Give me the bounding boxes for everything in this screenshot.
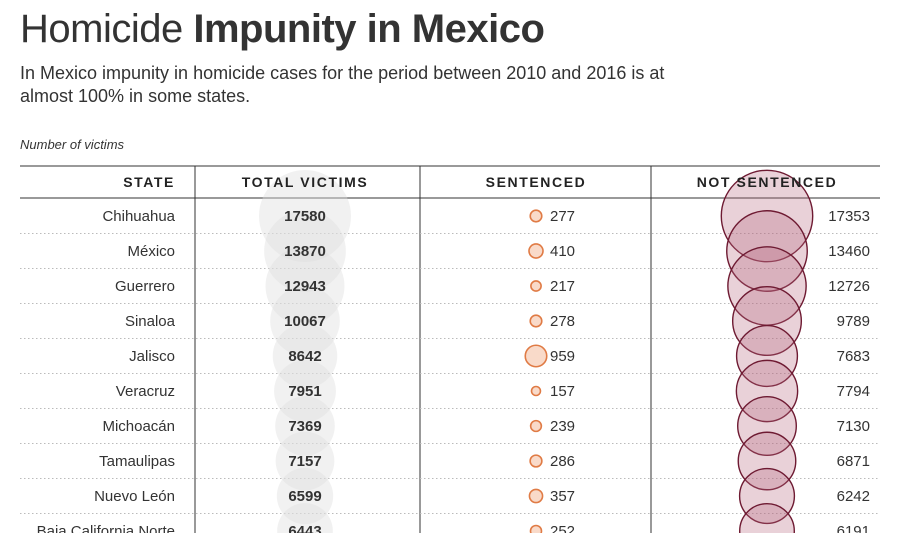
total-value: 6599: [288, 488, 321, 505]
state-label: Sinaloa: [125, 313, 176, 330]
sentenced-value: 277: [550, 208, 575, 225]
subtitle: In Mexico impunity in homicide cases for…: [20, 63, 665, 106]
total-value: 10067: [284, 313, 326, 330]
not-sentenced-value: 6871: [837, 453, 870, 470]
not-sentenced-bubble: [737, 431, 797, 491]
not-sentenced-bubble: [738, 467, 796, 525]
sentenced-value: 959: [550, 348, 575, 365]
not-sentenced-value: 7794: [837, 383, 870, 400]
total-victims-bubbles: [259, 170, 351, 533]
sentenced-value: 157: [550, 383, 575, 400]
total-bubble: [272, 323, 338, 389]
not-sentenced-value: 13460: [828, 243, 870, 260]
total-bubble: [275, 431, 335, 491]
sentenced-bubble: [529, 454, 543, 468]
table-values: Chihuahua 17580 277 17353 México 13870 410 1346…: [37, 208, 870, 533]
state-label: Baja California Norte: [37, 523, 175, 533]
total-value: 7157: [288, 453, 321, 470]
not-sentenced-value: 7130: [837, 418, 870, 435]
column-header-4: NOT SENTENCED: [697, 174, 838, 190]
column-header-1: STATE: [123, 174, 175, 190]
sentenced-value: 239: [550, 418, 575, 435]
total-value: 7951: [288, 383, 321, 400]
state-label: Jalisco: [129, 348, 175, 365]
state-label: Michoacán: [102, 418, 175, 435]
total-value: 7369: [288, 418, 321, 435]
not-sentenced-bubbles: [720, 169, 814, 533]
sentenced-bubble: [530, 385, 542, 397]
not-sentenced-bubble: [737, 396, 797, 456]
state-label: Chihuahua: [102, 208, 175, 225]
sentenced-bubble: [530, 280, 542, 292]
column-headers: STATE TOTAL VICTIMS SENTENCED NOT SENTENCED: [123, 174, 838, 190]
total-bubble: [275, 396, 335, 456]
state-label: Veracruz: [116, 383, 175, 400]
not-sentenced-bubble: [739, 503, 795, 533]
sentenced-value: 278: [550, 313, 575, 330]
page-title: Homicide Impunity in Mexico: [20, 6, 545, 52]
not-sentenced-value: 7683: [837, 348, 870, 365]
total-value: 6443: [288, 523, 321, 533]
title-light: Homicide: [20, 7, 183, 51]
not-sentenced-bubble: [735, 324, 799, 388]
total-value: 8642: [288, 348, 321, 365]
sentenced-value: 410: [550, 243, 575, 260]
not-sentenced-value: 17353: [828, 208, 870, 225]
sentenced-value: 217: [550, 278, 575, 295]
total-bubble: [264, 210, 346, 292]
not-sentenced-value: 12726: [828, 278, 870, 295]
title-bold: Impunity in Mexico: [193, 7, 545, 51]
not-sentenced-value: 9789: [837, 313, 870, 330]
sentenced-value: 252: [550, 523, 575, 533]
total-bubble: [259, 170, 351, 262]
sentenced-bubbles: [524, 209, 548, 533]
sentenced-bubble: [528, 243, 544, 259]
state-label: México: [127, 243, 175, 260]
sentenced-bubble: [528, 488, 544, 504]
state-label: Nuevo León: [94, 488, 175, 505]
not-sentenced-bubble: [731, 285, 803, 357]
total-bubble: [270, 286, 340, 356]
not-sentenced-bubble: [735, 359, 799, 423]
sentenced-value: 286: [550, 453, 575, 470]
total-bubble: [265, 246, 345, 326]
state-label: Guerrero: [115, 278, 175, 295]
not-sentenced-value: 6242: [837, 488, 870, 505]
sentenced-bubble: [529, 314, 543, 328]
total-value: 12943: [284, 278, 326, 295]
not-sentenced-bubble: [720, 169, 814, 263]
table-rules: [20, 165, 880, 533]
sentenced-bubble: [529, 524, 543, 533]
sentenced-bubble: [529, 419, 543, 433]
column-header-3: SENTENCED: [486, 174, 587, 190]
column-header-2: TOTAL VICTIMS: [242, 174, 369, 190]
not-sentenced-value: 6191: [837, 523, 870, 533]
total-bubble: [276, 467, 334, 525]
sentenced-value: 357: [550, 488, 575, 505]
not-sentenced-bubble: [726, 210, 808, 292]
sentenced-bubble: [524, 344, 548, 368]
state-label: Tamaulipas: [99, 453, 175, 470]
total-bubble: [274, 360, 336, 422]
total-value: 13870: [284, 243, 326, 260]
units-note: Number of victims: [20, 137, 125, 152]
total-bubble: [277, 503, 333, 533]
total-value: 17580: [284, 208, 326, 225]
sentenced-bubble: [529, 209, 543, 223]
